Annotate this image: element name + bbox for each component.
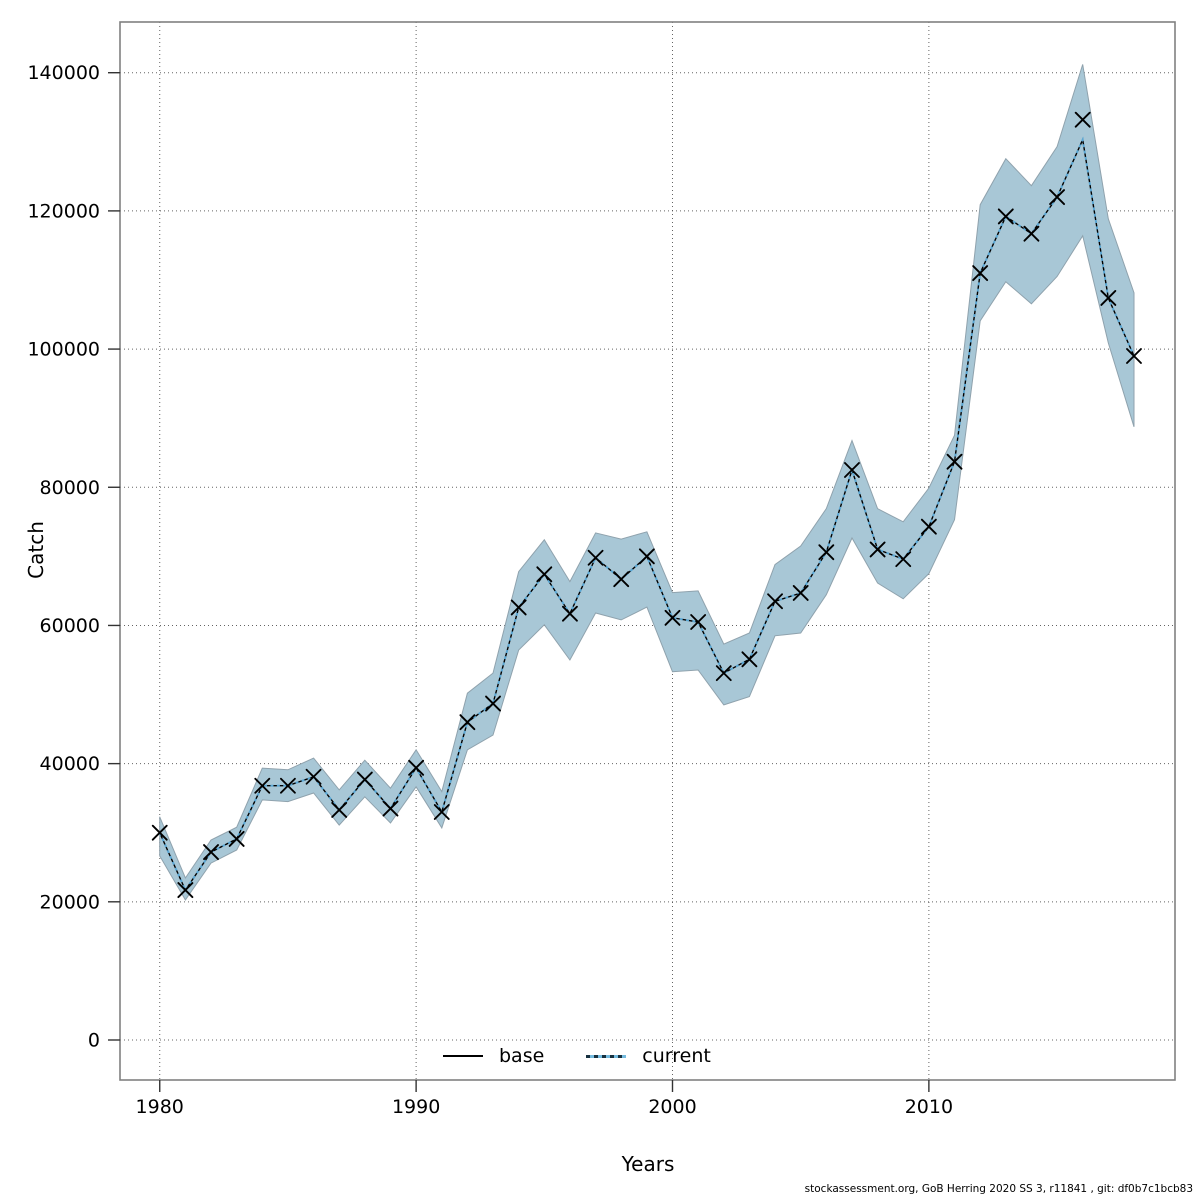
y-tick-label: 100000 bbox=[27, 339, 100, 361]
y-tick-label: 40000 bbox=[40, 753, 100, 775]
observed-marker bbox=[382, 800, 399, 817]
observed-marker bbox=[972, 265, 989, 282]
y-tick-label: 140000 bbox=[27, 62, 100, 84]
observed-marker bbox=[510, 599, 527, 616]
observed-marker bbox=[177, 882, 194, 899]
observed-marker bbox=[690, 614, 707, 630]
figure-caption: stockassessment.org, GoB Herring 2020 SS… bbox=[804, 1183, 1193, 1195]
observed-marker bbox=[715, 665, 732, 682]
observed-marker bbox=[613, 571, 630, 588]
observed-marker bbox=[638, 548, 655, 565]
observed-marker bbox=[1074, 111, 1091, 128]
observed-marker bbox=[331, 801, 348, 818]
observed-marker bbox=[254, 777, 271, 794]
observed-marker bbox=[946, 453, 963, 470]
observed-marker bbox=[741, 651, 758, 668]
legend-base-line-sample bbox=[443, 1055, 483, 1057]
legend-current-label: current bbox=[642, 1045, 711, 1067]
observed-marker bbox=[536, 566, 553, 583]
observed-marker bbox=[356, 771, 373, 788]
observed-marker bbox=[1049, 189, 1066, 206]
observed-marker bbox=[1023, 225, 1040, 242]
x-tick-label: 1980 bbox=[136, 1096, 184, 1118]
observed-marker bbox=[767, 593, 783, 610]
observed-marker bbox=[1126, 348, 1142, 364]
legend-current-line-sample bbox=[586, 1054, 627, 1058]
x-tick-label: 1990 bbox=[392, 1096, 440, 1118]
y-tick-label: 0 bbox=[88, 1029, 100, 1051]
y-tick-label: 120000 bbox=[27, 200, 100, 222]
observed-marker bbox=[279, 777, 296, 794]
x-tick-label: 2010 bbox=[905, 1096, 953, 1118]
observed-marker bbox=[818, 544, 835, 561]
y-tick-label: 80000 bbox=[40, 477, 100, 499]
y-axis-title: Catch bbox=[24, 521, 48, 579]
x-axis-title: Years bbox=[621, 1152, 675, 1176]
observed-marker bbox=[203, 844, 219, 861]
observed-marker bbox=[305, 768, 322, 785]
observed-marker bbox=[587, 549, 604, 566]
observed-marker bbox=[1100, 290, 1117, 306]
plot-frame bbox=[119, 21, 1176, 1081]
y-tick-label: 20000 bbox=[40, 891, 100, 913]
observed-marker bbox=[485, 695, 501, 712]
observed-marker bbox=[433, 804, 450, 820]
observed-marker bbox=[664, 609, 681, 626]
observed-marker bbox=[408, 759, 425, 776]
legend: base current bbox=[443, 1042, 711, 1070]
observed-marker bbox=[844, 462, 860, 478]
observed-marker bbox=[920, 518, 937, 535]
y-tick-label: 60000 bbox=[40, 615, 100, 637]
x-tick-label: 2000 bbox=[648, 1096, 696, 1118]
observed-marker bbox=[792, 585, 809, 601]
observed-marker bbox=[228, 830, 245, 847]
observed-marker bbox=[869, 541, 886, 558]
observed-marker bbox=[997, 208, 1014, 225]
legend-base-label: base bbox=[499, 1045, 545, 1067]
observed-marker bbox=[895, 551, 912, 568]
observed-marker bbox=[561, 605, 578, 622]
observed-marker bbox=[151, 824, 168, 841]
observed-marker bbox=[459, 714, 476, 731]
confidence-band bbox=[159, 64, 1135, 901]
observed-markers bbox=[151, 111, 1142, 899]
